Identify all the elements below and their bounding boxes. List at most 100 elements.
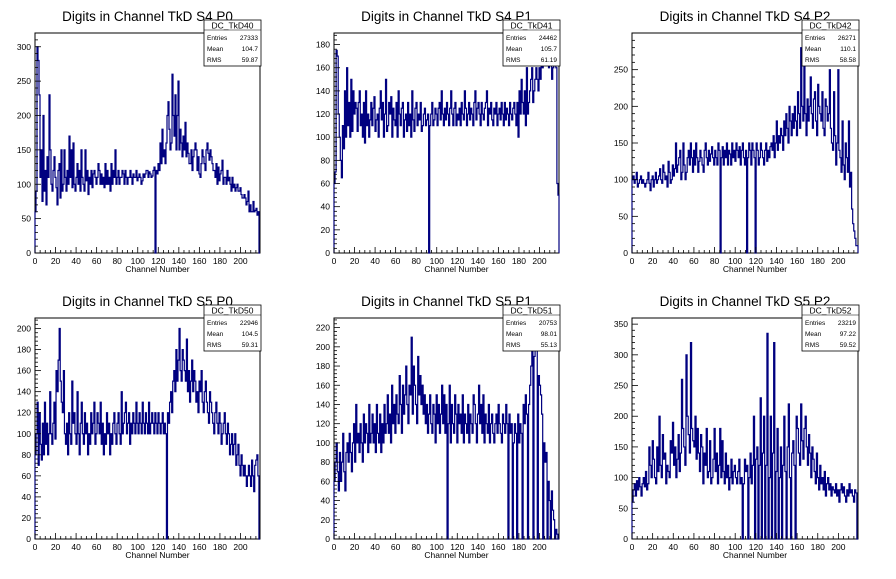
- y-tick-label: 50: [22, 214, 32, 224]
- x-tick-label: 20: [51, 542, 61, 552]
- y-tick-label: 140: [316, 86, 330, 96]
- x-axis-label: Channel Number: [125, 550, 189, 560]
- y-tick-label: 20: [321, 225, 331, 235]
- x-tick-label: 40: [71, 256, 81, 266]
- y-tick-label: 40: [321, 202, 331, 212]
- stats-row-label: RMS: [506, 57, 521, 64]
- x-tick-label: 100: [430, 542, 444, 552]
- x-tick-label: 120: [749, 542, 763, 552]
- x-tick-label: 160: [192, 256, 206, 266]
- x-tick-label: 200: [532, 542, 546, 552]
- x-tick-label: 80: [710, 542, 720, 552]
- x-tick-label: 180: [811, 256, 825, 266]
- x-axis-label: Channel Number: [723, 550, 787, 560]
- histogram-series-line: [631, 332, 858, 540]
- y-tick-label: 180: [316, 361, 330, 371]
- stats-row-value: 110.1: [840, 46, 856, 53]
- plot-frame: [333, 32, 560, 254]
- stats-box-name: DC_TkD52: [809, 306, 851, 316]
- y-tick-label: 0: [26, 534, 31, 544]
- y-tick-label: 200: [17, 111, 31, 121]
- stats-row-label: Mean: [207, 331, 224, 338]
- y-tick-label: 0: [26, 248, 31, 258]
- x-tick-label: 200: [532, 256, 546, 266]
- stats-row-value: 23219: [838, 320, 856, 327]
- histogram-series-line: [333, 327, 559, 540]
- x-axis-label: Channel Number: [125, 264, 189, 274]
- y-tick-label: 60: [321, 476, 331, 486]
- y-tick-label: 0: [325, 248, 330, 258]
- histogram-series-line: [34, 46, 260, 254]
- stats-row-label: RMS: [506, 342, 521, 349]
- y-tick-label: 350: [614, 319, 628, 329]
- y-tick-label: 100: [17, 429, 31, 439]
- x-tick-label: 40: [370, 542, 380, 552]
- x-tick-label: 180: [213, 542, 227, 552]
- x-tick-label: 140: [172, 256, 186, 266]
- stats-row-label: Mean: [805, 46, 822, 53]
- x-tick-label: 60: [391, 256, 401, 266]
- y-tick-label: 150: [17, 145, 31, 155]
- stats-row-label: Entries: [506, 35, 527, 42]
- stats-box: [203, 19, 262, 67]
- stats-row-value: 58.58: [840, 57, 857, 64]
- y-tick-label: 150: [614, 442, 628, 452]
- x-tick-label: 80: [411, 542, 421, 552]
- x-axis-label: Channel Number: [424, 550, 488, 560]
- x-tick-label: 200: [831, 256, 845, 266]
- x-tick-label: 80: [411, 256, 421, 266]
- x-tick-label: 0: [630, 542, 635, 552]
- x-tick-label: 120: [151, 256, 165, 266]
- stats-box-name: DC_TkD51: [510, 306, 552, 316]
- stats-row-label: Entries: [506, 320, 527, 327]
- stats-row-label: Entries: [207, 35, 228, 42]
- y-tick-label: 40: [22, 492, 32, 502]
- x-tick-label: 200: [233, 256, 247, 266]
- plot-frame: [34, 317, 261, 540]
- stats-row-value: 98.01: [541, 331, 558, 338]
- stats-row-value: 55.13: [541, 342, 558, 349]
- y-tick-label: 20: [321, 515, 331, 525]
- stats-row-label: Entries: [805, 320, 826, 327]
- x-tick-label: 160: [491, 256, 505, 266]
- stats-row-value: 24462: [539, 35, 557, 42]
- x-tick-label: 0: [630, 256, 635, 266]
- x-tick-label: 120: [450, 542, 464, 552]
- y-tick-label: 60: [321, 179, 331, 189]
- stats-row-label: Mean: [207, 46, 224, 53]
- x-tick-label: 60: [689, 256, 699, 266]
- x-tick-label: 80: [710, 256, 720, 266]
- stats-row-value: 59.52: [840, 342, 857, 349]
- panel-title: Digits in Channel TkD S5 P2: [660, 294, 831, 309]
- x-tick-label: 60: [92, 542, 102, 552]
- x-tick-label: 140: [769, 256, 783, 266]
- stats-box: [801, 19, 860, 67]
- panel-title: Digits in Channel TkD S4 P0: [62, 9, 233, 24]
- x-axis-label: Channel Number: [424, 264, 488, 274]
- x-tick-label: 100: [131, 256, 145, 266]
- panel-title: Digits in Channel TkD S5 P0: [62, 294, 233, 309]
- stats-box: [502, 19, 561, 67]
- panel-title: Digits in Channel TkD S5 P1: [361, 294, 532, 309]
- x-tick-label: 0: [33, 542, 38, 552]
- y-tick-label: 120: [316, 109, 330, 119]
- stats-box-name: DC_TkD50: [211, 306, 253, 316]
- x-tick-label: 180: [811, 542, 825, 552]
- y-tick-label: 40: [321, 496, 331, 506]
- x-tick-label: 20: [648, 542, 658, 552]
- x-tick-label: 120: [151, 542, 165, 552]
- x-tick-label: 20: [350, 256, 360, 266]
- x-tick-label: 160: [491, 542, 505, 552]
- stats-row-label: Entries: [805, 35, 826, 42]
- x-tick-label: 120: [749, 256, 763, 266]
- stats-box: [203, 304, 262, 352]
- x-tick-label: 180: [512, 256, 526, 266]
- stats-row-label: RMS: [805, 57, 820, 64]
- y-tick-label: 120: [316, 419, 330, 429]
- histogram-panel: Digits in Channel TkD S4 P2 0 20 40 60 80 100 1…: [614, 9, 860, 274]
- x-tick-label: 40: [669, 256, 679, 266]
- x-tick-label: 40: [669, 542, 679, 552]
- x-tick-label: 80: [112, 256, 122, 266]
